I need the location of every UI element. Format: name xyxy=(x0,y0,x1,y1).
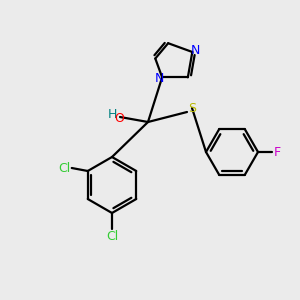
Text: N: N xyxy=(154,72,164,85)
Text: H: H xyxy=(107,107,117,121)
Text: Cl: Cl xyxy=(106,230,118,242)
Text: F: F xyxy=(273,146,280,158)
Text: N: N xyxy=(190,44,200,58)
Text: Cl: Cl xyxy=(58,161,71,175)
Text: O: O xyxy=(114,112,124,124)
Text: S: S xyxy=(188,101,196,115)
